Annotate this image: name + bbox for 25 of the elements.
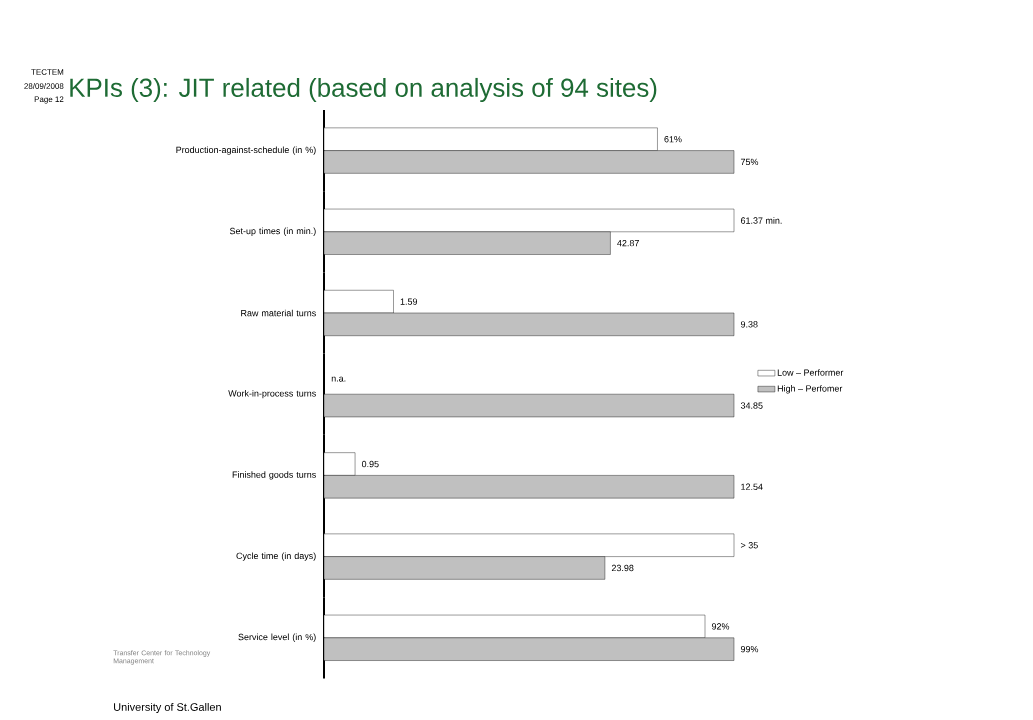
- data-label: 1.59: [400, 298, 418, 305]
- data-label: 0.95: [361, 460, 379, 468]
- text: University of St.Gallen: [114, 702, 221, 714]
- data-label: 75%: [740, 158, 759, 166]
- data-label: 9.38: [740, 321, 758, 328]
- y-tick-label: Production-against-schedule (in %): [176, 146, 316, 155]
- data-label: 12.54: [741, 483, 763, 490]
- text: n.a.: [331, 376, 346, 382]
- y-tick-label: Work-in-process turns: [228, 390, 316, 399]
- y-tick-label: Finished goods turns: [232, 471, 316, 480]
- y-tick-label: Cycle time (in days): [236, 552, 316, 561]
- data-label: 61%: [664, 136, 682, 143]
- y-tick-label: Service level (in %): [238, 633, 316, 642]
- data-label: 42.87: [617, 239, 639, 247]
- y-tick-label: Set-up times (in min.): [229, 227, 316, 236]
- legend-label: Low – Performer: [777, 369, 844, 376]
- data-label: 92%: [711, 623, 730, 630]
- data-label: 23.98: [611, 564, 634, 572]
- y-tick-label: Raw material turns: [241, 309, 316, 317]
- data-label: 99%: [740, 645, 759, 653]
- legend-label: High – Perfomer: [777, 385, 843, 394]
- data-label: > 35: [740, 542, 758, 549]
- chart-title: KPIs (3): JIT related (based on analysis of 94 sites): [70, 77, 657, 103]
- data-label: 61.37 min.: [740, 217, 782, 224]
- data-label: 34.85: [740, 402, 763, 409]
